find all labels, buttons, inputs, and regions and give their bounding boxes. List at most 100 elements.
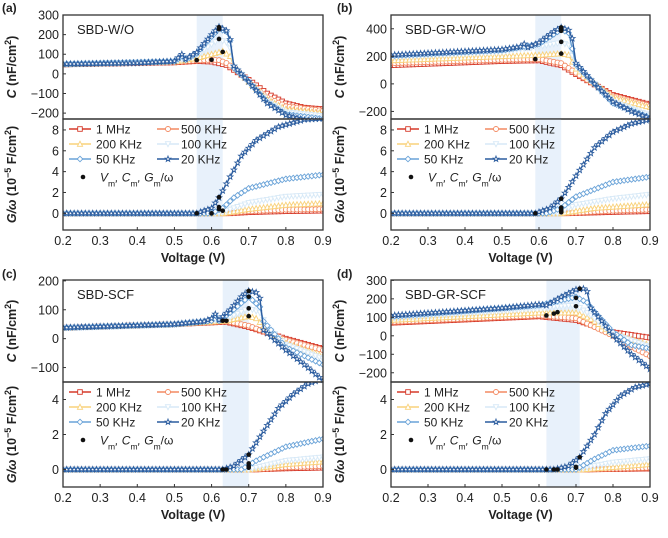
data-point xyxy=(223,49,230,57)
marked-point xyxy=(246,313,252,319)
marked-point xyxy=(209,211,214,216)
data-point xyxy=(560,188,569,197)
legend-label-part: m xyxy=(482,442,489,452)
data-point xyxy=(244,77,253,86)
data-point xyxy=(520,39,529,48)
data-point xyxy=(208,41,215,49)
y-tick-label: 4 xyxy=(380,393,387,407)
x-tick-label: 0.3 xyxy=(419,234,436,248)
data-point xyxy=(211,309,220,318)
legend-label: 500 KHz xyxy=(509,122,555,136)
x-axis-title: Voltage (V) xyxy=(161,508,225,522)
data-point xyxy=(311,369,320,378)
data-point xyxy=(557,303,565,311)
data-point xyxy=(616,101,625,110)
legend-item: 500 KHz xyxy=(157,122,227,136)
legend-label: 20 KHz xyxy=(181,415,220,429)
data-point xyxy=(270,335,279,344)
x-tick-label: 0.5 xyxy=(493,234,510,248)
marked-point xyxy=(544,313,549,318)
data-point xyxy=(645,114,650,119)
legend-label-part: m xyxy=(436,179,443,189)
data-point xyxy=(583,200,591,207)
legend-label: 200 KHz xyxy=(424,137,470,151)
y-axis-title-part: G/ω xyxy=(5,199,19,223)
x-tick-label: 0.4 xyxy=(129,234,146,248)
legend-label: 200 KHz xyxy=(424,400,470,414)
legend-marker xyxy=(493,126,499,132)
data-point xyxy=(286,193,293,201)
data-point xyxy=(222,201,230,209)
y-tick-label: 0 xyxy=(380,329,387,343)
data-point xyxy=(631,108,640,117)
data-point xyxy=(586,303,595,312)
data-point xyxy=(565,198,573,206)
data-point xyxy=(605,326,614,335)
x-tick-label: 0.5 xyxy=(493,491,510,505)
data-point xyxy=(620,96,628,104)
legend-label-part: , G xyxy=(138,171,154,185)
data-point xyxy=(639,456,646,464)
data-point xyxy=(267,196,275,203)
legend-item: 50 KHz xyxy=(397,152,463,166)
data-point xyxy=(252,198,260,206)
y-tick-label: 300 xyxy=(366,274,387,288)
data-point xyxy=(583,287,592,295)
legend-item: 20 KHz xyxy=(485,152,548,166)
data-point xyxy=(312,192,319,199)
data-point xyxy=(249,313,256,321)
legend-item: 1 MHz xyxy=(69,122,131,136)
data-point xyxy=(635,100,643,108)
legend-label-part: , C xyxy=(443,434,459,448)
legend-label: 20 KHz xyxy=(509,415,548,429)
y-axis-title-part: (10 xyxy=(333,438,347,460)
legend-marker xyxy=(163,154,173,163)
data-point xyxy=(571,59,581,67)
x-tick-label: 0.5 xyxy=(166,234,183,248)
data-point xyxy=(226,206,234,214)
data-point xyxy=(612,396,621,404)
marked-point xyxy=(216,194,222,200)
data-point xyxy=(278,342,287,351)
data-point xyxy=(304,192,312,200)
y-axis-title-part: ) xyxy=(333,300,347,304)
capacitance-plot: 400 200 0 −200 C (nF/cm2) SBD-GR-W/O xyxy=(331,14,651,120)
data-point xyxy=(645,382,650,388)
legend-label-part: m xyxy=(458,179,465,189)
legend-marker xyxy=(404,403,412,410)
legend-label-part: m xyxy=(108,179,115,189)
y-tick-label: 2 xyxy=(52,186,59,200)
data-point xyxy=(274,339,283,347)
data-point xyxy=(252,86,261,94)
y-axis-title-part: C xyxy=(333,352,347,362)
plot-area xyxy=(63,382,323,487)
data-point xyxy=(252,300,260,307)
legend-marker xyxy=(76,155,84,163)
data-point xyxy=(301,192,308,200)
legend-marker xyxy=(76,403,84,410)
data-point xyxy=(628,458,635,465)
capacitance-plot: 300 200 100 0 −100 −200 C (nF/cm2) SBD-W/O xyxy=(3,9,324,121)
data-point xyxy=(568,196,576,203)
data-point xyxy=(623,346,632,354)
marked-point xyxy=(246,306,252,311)
y-tick-label: 0 xyxy=(380,77,387,91)
y-axis-title-part: F/cm xyxy=(5,135,19,168)
legend-marker-dot xyxy=(408,437,414,443)
data-point xyxy=(281,346,290,354)
data-point xyxy=(293,193,301,200)
legend-label-part: m xyxy=(108,442,115,452)
data-point xyxy=(642,102,650,110)
legend-marker xyxy=(165,389,171,395)
legend-marker xyxy=(404,418,412,426)
data-point xyxy=(609,195,617,203)
data-point xyxy=(315,359,323,367)
legend: 1 MHz 500 KHz 200 KHz 100 KHz 50 KHz 20 KHz Vm… xyxy=(69,122,227,189)
legend-label-part: /ω xyxy=(161,171,174,185)
data-point xyxy=(608,331,618,340)
data-point xyxy=(293,456,301,464)
legend-label-part: , G xyxy=(466,171,482,185)
data-point xyxy=(602,197,609,204)
marked-point xyxy=(224,467,229,472)
data-point xyxy=(627,107,636,115)
